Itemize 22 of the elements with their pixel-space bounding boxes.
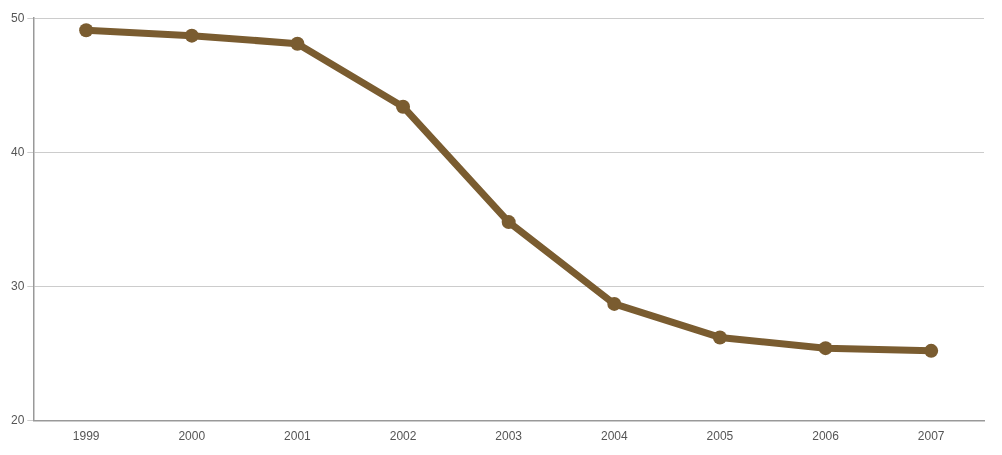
y-tick-label: 50 bbox=[10, 10, 25, 25]
x-tick-label: 2004 bbox=[600, 429, 628, 444]
x-tick-label: 2006 bbox=[812, 429, 840, 444]
y-tick-label: 30 bbox=[10, 278, 25, 293]
point bbox=[79, 23, 94, 38]
point bbox=[184, 28, 199, 43]
x-tick-label: 2001 bbox=[284, 429, 312, 444]
point bbox=[818, 341, 833, 356]
x-tick-label: 2002 bbox=[389, 429, 417, 444]
y-tick-label: 40 bbox=[10, 144, 25, 159]
x-tick-label: 2000 bbox=[178, 429, 206, 444]
x-tick-label: 1999 bbox=[72, 429, 100, 444]
y-tick-label: 20 bbox=[10, 412, 25, 427]
point bbox=[290, 36, 305, 51]
point bbox=[396, 99, 411, 114]
x-tick-label: 2005 bbox=[706, 429, 734, 444]
point bbox=[607, 296, 622, 311]
point bbox=[712, 330, 727, 345]
point bbox=[501, 215, 516, 230]
x-tick-label: 2003 bbox=[495, 429, 523, 444]
point bbox=[924, 343, 939, 358]
x-tick-label: 2007 bbox=[917, 429, 945, 444]
